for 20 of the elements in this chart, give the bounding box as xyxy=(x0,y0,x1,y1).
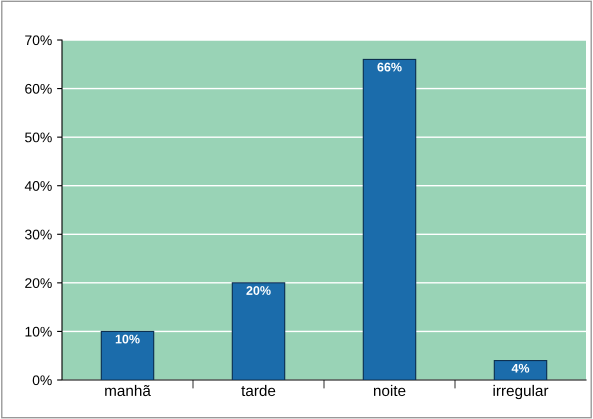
y-tick-label: 50% xyxy=(25,132,52,142)
y-tick-label: 30% xyxy=(25,230,52,240)
x-tick-label: tarde xyxy=(241,384,276,396)
x-tick-label: irregular xyxy=(494,384,548,400)
bar xyxy=(494,360,548,380)
data-label: 4% xyxy=(512,364,530,373)
data-label: 66% xyxy=(377,62,402,72)
y-tick-label: 40% xyxy=(24,181,52,191)
bar xyxy=(100,330,154,380)
y-tick-label: 0% xyxy=(32,375,52,386)
data-label: 10% xyxy=(116,334,140,344)
y-tick-label: 70% xyxy=(25,35,52,46)
x-tick-label: noite xyxy=(374,384,406,396)
y-tick-label: 10% xyxy=(26,326,52,337)
x-tick-label: manhã xyxy=(105,384,151,396)
y-tick-label: 20% xyxy=(25,278,52,288)
y-tick-label: 60% xyxy=(25,84,52,94)
bar xyxy=(232,282,286,380)
data-label: 20% xyxy=(246,286,271,295)
bar xyxy=(362,58,416,380)
